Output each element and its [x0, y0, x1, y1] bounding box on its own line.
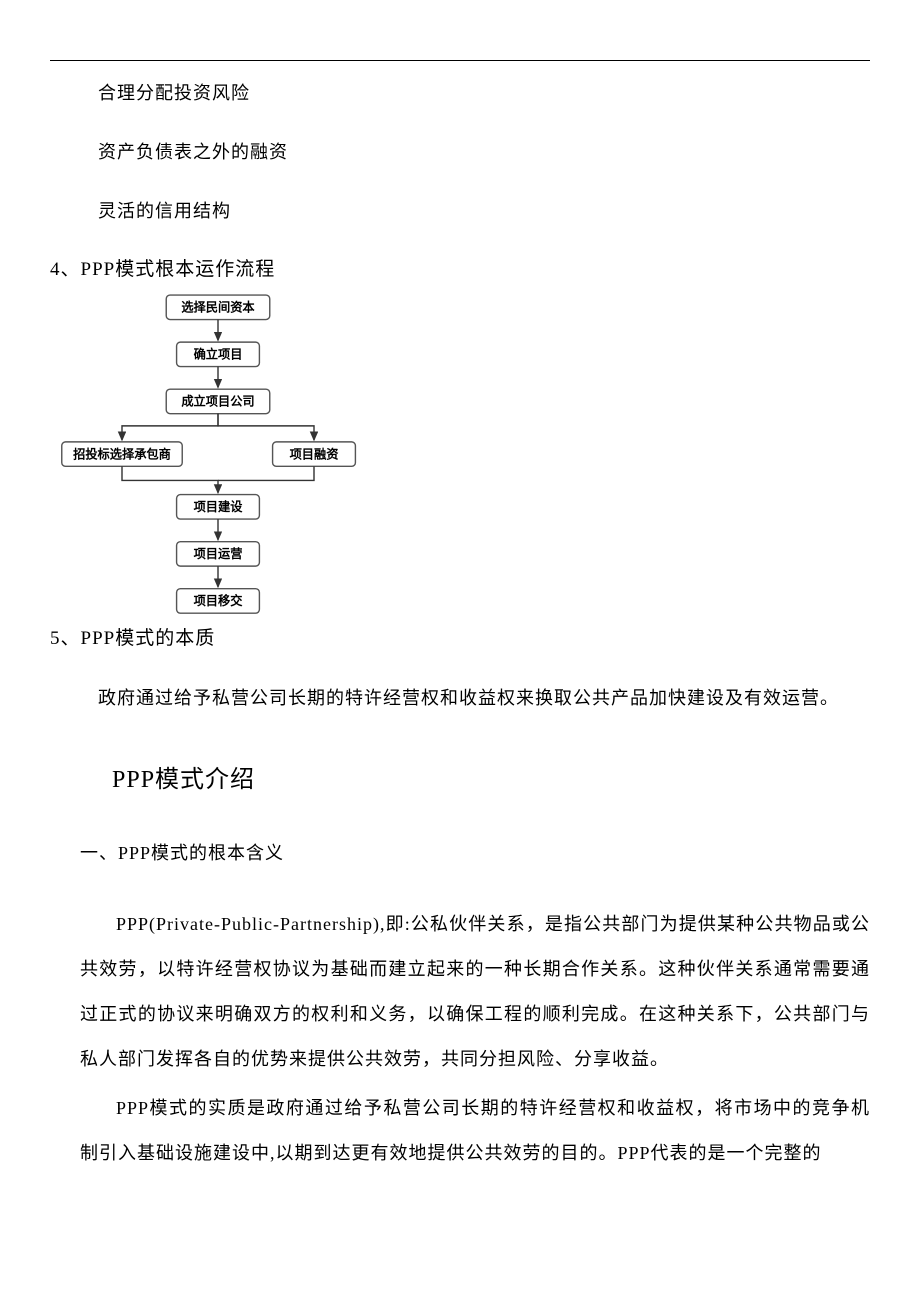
flow-node-8-label: 项目移交	[194, 593, 244, 608]
header-rule	[50, 60, 870, 61]
flow-node-6-label: 项目建设	[194, 499, 244, 514]
flow-edge-3-4	[122, 413, 218, 439]
flow-node-7-label: 项目运营	[194, 546, 243, 561]
flow-node-2: 确立项目	[177, 342, 260, 366]
flow-node-5: 项目融资	[273, 442, 356, 466]
flow-node-7: 项目运营	[177, 541, 260, 565]
intro-paragraph-2: PPP模式的实质是政府通过给予私营公司长期的特许经营权和收益权，将市场中的竞争机…	[80, 1086, 870, 1176]
bullet-1: 合理分配投资风险	[98, 79, 870, 108]
flow-node-4-label: 招投标选择承包商	[73, 446, 171, 461]
flow-edge-3-5	[218, 413, 314, 439]
section-5-essence: 政府通过给予私营公司长期的特许经营权和收益权来换取公共产品加快建设及有效运营。	[98, 684, 870, 713]
ppp-flowchart: 选择民间资本 确立项目 成立项目公司 招投标选择承包商 项目融资 项目建设	[58, 294, 378, 618]
intro-paragraph-1: PPP(Private-Public-Partnership),即:公私伙伴关系…	[80, 902, 870, 1082]
flow-edge-5-6	[218, 466, 314, 480]
section-5-heading: 5、PPP模式的本质	[50, 624, 870, 654]
flow-node-8: 项目移交	[177, 588, 260, 612]
flow-edge-4-6	[122, 466, 218, 492]
intro-subheading: 一、PPP模式的根本含义	[80, 839, 870, 868]
intro-title: PPP模式介绍	[112, 761, 870, 799]
flow-node-1: 选择民间资本	[166, 295, 270, 319]
flow-node-1-label: 选择民间资本	[181, 299, 255, 314]
flow-node-3: 成立项目公司	[166, 389, 270, 413]
flow-node-4: 招投标选择承包商	[62, 442, 182, 466]
bullet-2: 资产负债表之外的融资	[98, 138, 870, 167]
flow-node-5-label: 项目融资	[290, 446, 340, 461]
bullet-3: 灵活的信用结构	[98, 197, 870, 226]
flow-node-6: 项目建设	[177, 494, 260, 518]
section-4-heading: 4、PPP模式根本运作流程	[50, 255, 870, 285]
flow-node-3-label: 成立项目公司	[181, 393, 254, 408]
flow-node-2-label: 确立项目	[194, 346, 243, 361]
